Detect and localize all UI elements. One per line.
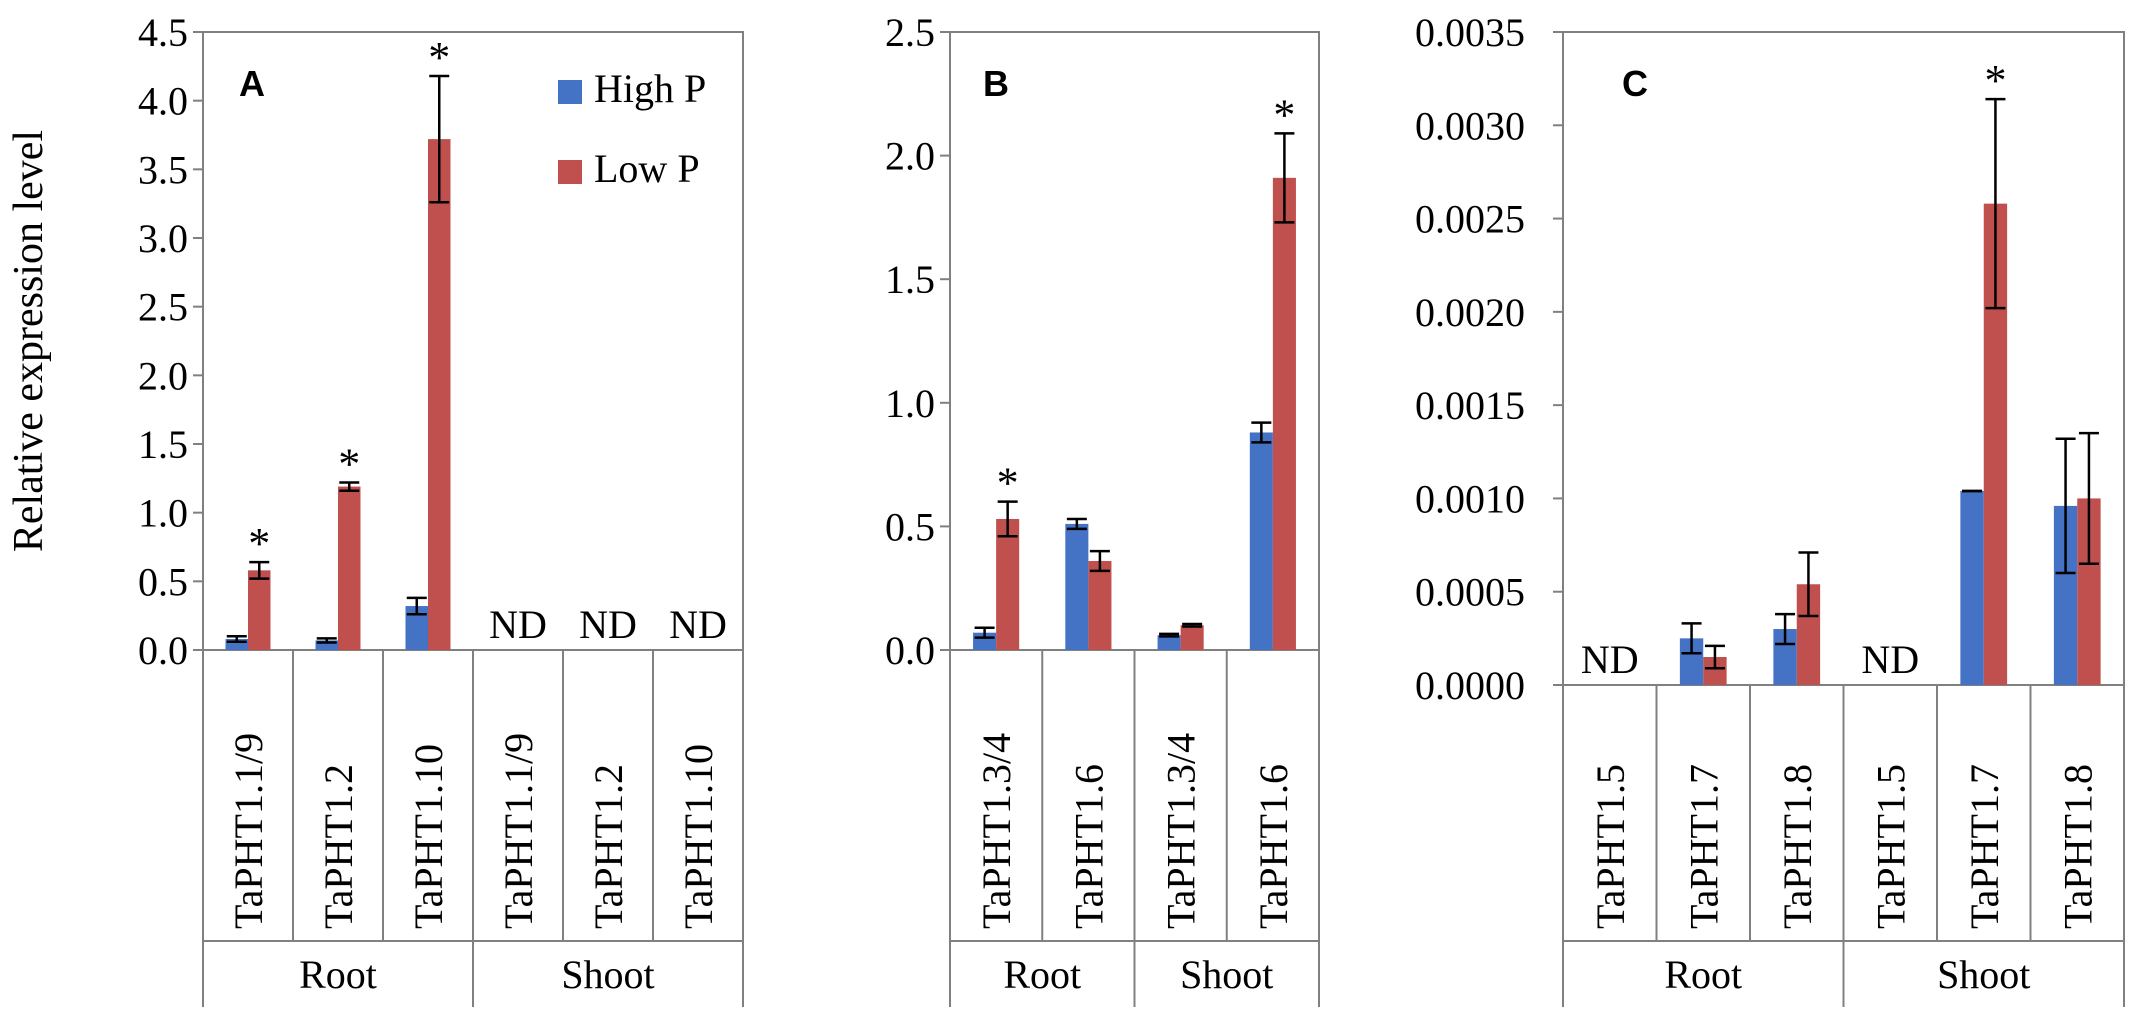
category-label: TaPHT1.1/9 (496, 733, 541, 929)
bar-low-p (1180, 625, 1204, 650)
category-label: TaPHT1.10 (676, 744, 721, 929)
significance-star: * (338, 439, 360, 488)
not-detected-label: ND (1581, 637, 1639, 682)
not-detected-label: ND (669, 602, 727, 647)
not-detected-label: ND (1861, 637, 1919, 682)
category-label: TaPHT1.7 (1681, 764, 1726, 929)
category-label: TaPHT1.6 (1251, 764, 1296, 929)
y-tick-label: 0.0025 (1415, 197, 1525, 242)
significance-star: * (997, 459, 1019, 508)
bar-high-p (2053, 505, 2078, 685)
plot-frame (202, 31, 744, 651)
bar-high-p (405, 606, 428, 650)
category-label: TaPHT1.8 (2055, 764, 2100, 929)
y-tick-label: 1.0 (885, 381, 935, 426)
category-label: TaPHT1.8 (1775, 764, 1820, 929)
bar-low-p (248, 570, 271, 650)
y-tick-label: 4.0 (138, 79, 188, 124)
category-label: TaPHT1.6 (1066, 764, 1111, 929)
bar-high-p (225, 639, 248, 650)
y-tick-label: 2.5 (885, 10, 935, 55)
significance-star: * (1273, 90, 1295, 139)
category-label: TaPHT1.3/4 (974, 733, 1019, 929)
panel-label: A (239, 63, 265, 104)
y-tick-label: 0.5 (885, 504, 935, 549)
group-label: Shoot (561, 952, 654, 997)
group-label: Shoot (1937, 952, 2030, 997)
bar-low-p (1088, 561, 1112, 650)
group-label: Root (1003, 952, 1081, 997)
y-tick-label: 1.0 (138, 491, 188, 536)
category-label: TaPHT1.2 (586, 764, 631, 929)
y-tick-label: 0.0035 (1415, 10, 1525, 55)
bar-low-p (428, 139, 451, 650)
y-tick-label: 0.0020 (1415, 290, 1525, 335)
category-label: TaPHT1.10 (406, 744, 451, 929)
significance-star: * (1984, 56, 2006, 105)
bar-high-p (1065, 523, 1089, 650)
panel-b: 0.0 0.5 1.0 1.5 2.0 2.5 Root Shoot TaPHT1.3/4 TaP… (885, 10, 1320, 1007)
y-tick-label: 0.0010 (1415, 476, 1525, 521)
category-label: TaPHT1.3/4 (1159, 733, 1204, 929)
panel-label: B (983, 63, 1009, 104)
y-tick-label: 0.0005 (1415, 570, 1525, 615)
group-label: Root (1664, 952, 1742, 997)
y-tick-label: 2.0 (138, 353, 188, 398)
bar-high-p (1157, 635, 1181, 650)
bar-high-p (1679, 638, 1704, 685)
bar-low-p (338, 486, 361, 650)
panel-a: 0.0 0.5 1.0 1.5 2.0 2.5 3.0 3.5 4.0 4.5 Root Shoot T… (6, 10, 744, 1007)
bar-low-p (996, 518, 1020, 650)
y-tick-label: 1.5 (138, 422, 188, 467)
y-tick-label: 4.5 (138, 10, 188, 55)
y-tick-label: 0.0015 (1415, 383, 1525, 428)
bar-low-p (1703, 657, 1727, 685)
y-tick-label: 3.0 (138, 216, 188, 261)
y-tick-label: 0.0000 (1415, 663, 1525, 708)
significance-star: * (428, 33, 450, 82)
legend: High P Low P (558, 66, 706, 191)
y-tick-label: 0.0 (138, 628, 188, 673)
legend-swatch-high-p (558, 80, 582, 104)
category-label: TaPHT1.2 (316, 764, 361, 929)
group-label: Root (299, 952, 377, 997)
significance-star: * (248, 519, 270, 568)
not-detected-label: ND (489, 602, 547, 647)
bar-low-p (2077, 498, 2101, 685)
category-label: TaPHT1.5 (1588, 764, 1633, 929)
y-tick-label: 1.5 (885, 257, 935, 302)
bar-low-p (1983, 203, 2008, 685)
not-detected-label: ND (579, 602, 637, 647)
legend-label: Low P (594, 146, 700, 191)
panel-c: 0.0000 0.0005 0.0010 0.0015 0.0020 0.0025 0.00… (1415, 10, 2125, 1007)
group-label: Shoot (1180, 952, 1273, 997)
legend-swatch-low-p (558, 160, 582, 184)
y-tick-label: 3.5 (138, 147, 188, 192)
bar-low-p (1796, 584, 1821, 685)
bar-low-p (1272, 177, 1296, 650)
panel-label: C (1622, 63, 1648, 104)
legend-label: High P (594, 66, 706, 111)
y-tick-label: 0.5 (138, 559, 188, 604)
y-tick-label: 0.0 (885, 628, 935, 673)
y-tick-label: 0.0030 (1415, 103, 1525, 148)
y-axis-label: Relative expression level (6, 130, 52, 552)
y-tick-label: 2.5 (138, 285, 188, 330)
category-label: TaPHT1.7 (1962, 764, 2007, 929)
bar-high-p (1960, 490, 1984, 685)
y-tick-label: 2.0 (885, 134, 935, 179)
category-label: TaPHT1.5 (1868, 764, 1913, 929)
bar-high-p (315, 640, 338, 650)
plot-frame (1562, 31, 2125, 686)
bar-high-p (1249, 432, 1273, 650)
category-label: TaPHT1.1/9 (226, 733, 271, 929)
